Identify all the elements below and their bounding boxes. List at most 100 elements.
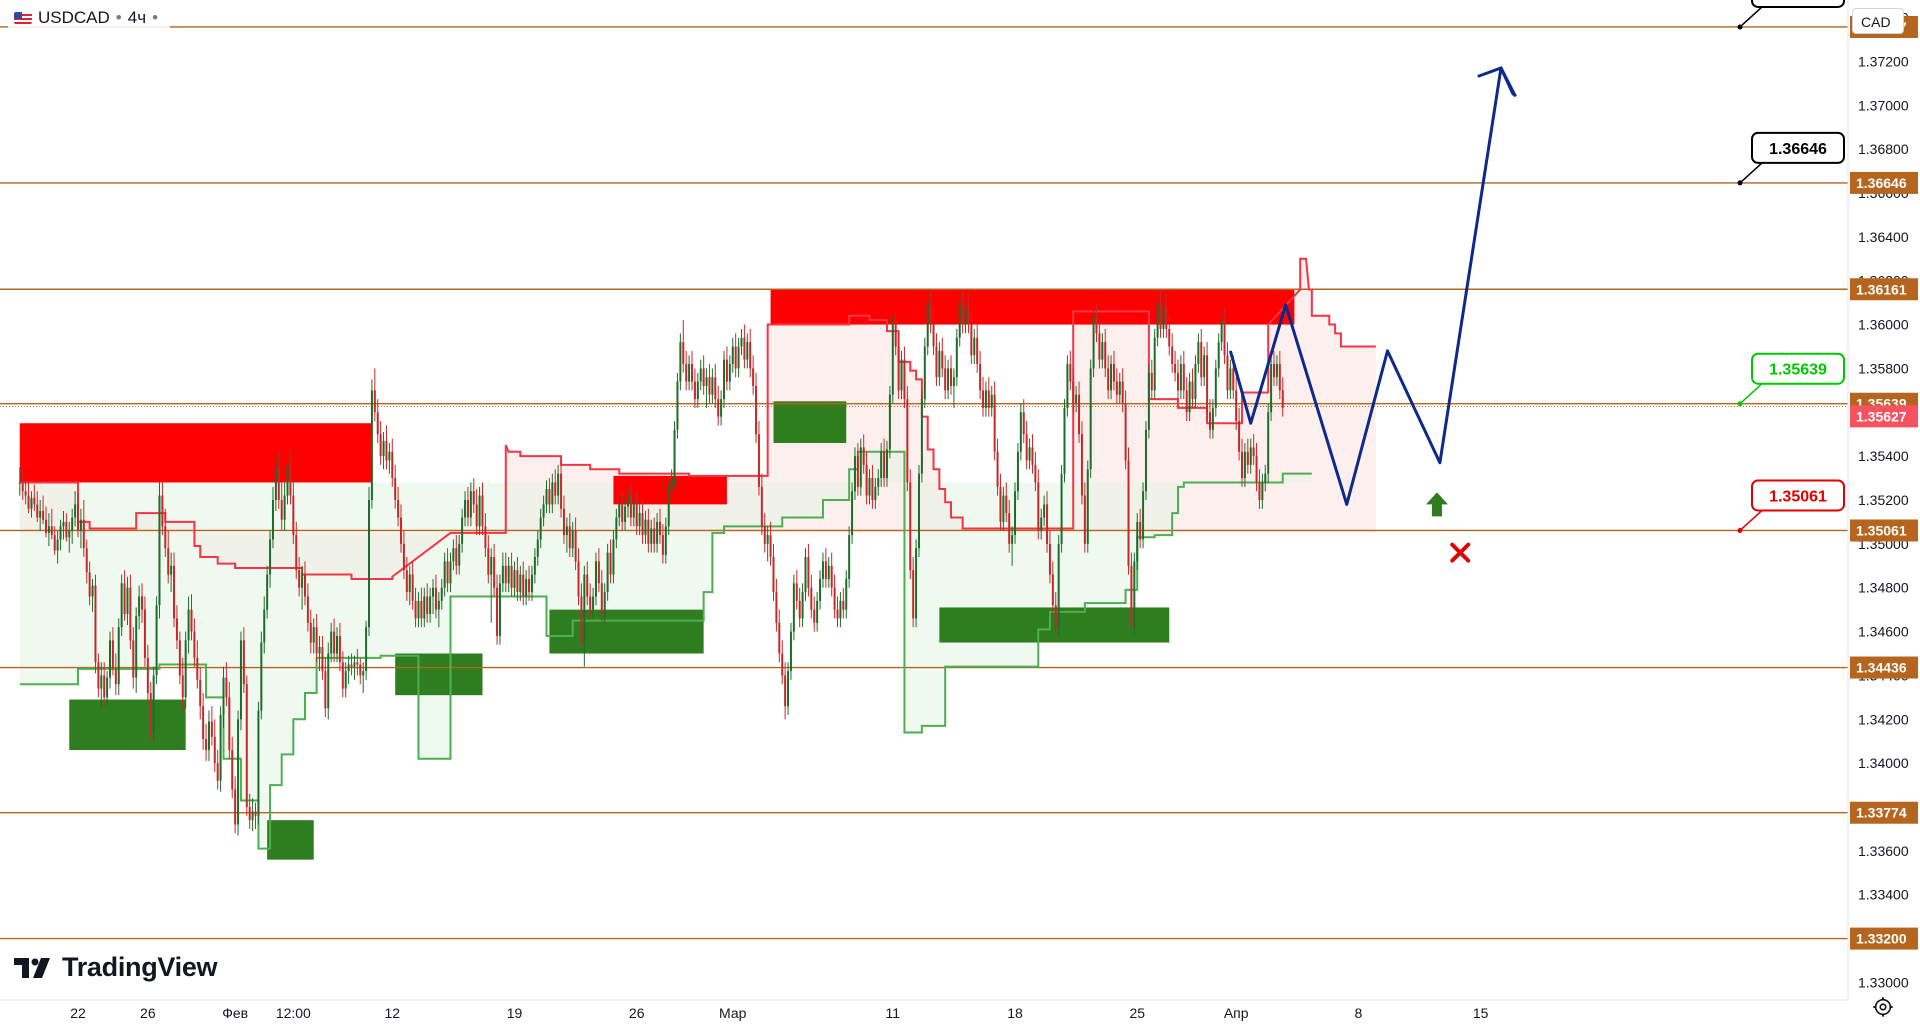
candle-body bbox=[181, 675, 184, 698]
symbol-name[interactable]: USDCAD bbox=[38, 8, 110, 27]
callout-anchor bbox=[1737, 180, 1743, 186]
candle bbox=[659, 508, 661, 544]
candle-body bbox=[1214, 368, 1217, 408]
candle-body bbox=[496, 587, 499, 636]
y-tick-label: 1.36800 bbox=[1858, 141, 1909, 157]
candle-body bbox=[1176, 372, 1179, 391]
candle bbox=[653, 517, 656, 553]
tradingview-logo[interactable]: TradingView bbox=[14, 952, 218, 983]
candle bbox=[685, 350, 688, 391]
candle bbox=[1075, 385, 1078, 413]
candle-body bbox=[877, 478, 880, 487]
candle-body bbox=[562, 508, 565, 536]
candle-body bbox=[292, 495, 295, 536]
candle bbox=[789, 622, 792, 680]
candle bbox=[164, 508, 167, 558]
candle bbox=[560, 460, 563, 518]
candle bbox=[769, 521, 772, 566]
candle bbox=[542, 495, 545, 527]
plot-area bbox=[0, 26, 1848, 940]
candle bbox=[635, 491, 638, 536]
candle bbox=[976, 324, 979, 373]
candle-body bbox=[1072, 381, 1075, 404]
candle-body bbox=[539, 517, 542, 540]
x-tick-label: Фев bbox=[222, 1005, 248, 1021]
candle-body bbox=[376, 412, 379, 435]
candle bbox=[27, 482, 30, 514]
candle-body bbox=[845, 578, 848, 610]
candle bbox=[938, 342, 941, 386]
candle bbox=[1171, 333, 1174, 373]
candle-body bbox=[813, 609, 816, 623]
y-tick-label: 1.34600 bbox=[1858, 624, 1909, 640]
candle-body bbox=[676, 381, 679, 430]
candle bbox=[1028, 438, 1031, 470]
candle bbox=[1270, 355, 1273, 422]
candle-body bbox=[146, 657, 149, 693]
candle bbox=[973, 328, 976, 365]
candle bbox=[248, 793, 251, 829]
candle bbox=[594, 552, 597, 606]
candle-body bbox=[295, 535, 298, 571]
candle bbox=[554, 469, 557, 505]
gear-icon[interactable] bbox=[1872, 996, 1894, 1018]
candle bbox=[990, 385, 993, 417]
candle-body bbox=[481, 495, 484, 527]
y-tick-label: 1.37000 bbox=[1858, 97, 1909, 113]
candle bbox=[132, 627, 135, 689]
candle-body bbox=[795, 583, 798, 601]
candle-body bbox=[929, 302, 932, 325]
candle bbox=[335, 627, 338, 663]
candle-body bbox=[109, 640, 112, 678]
candle-body bbox=[338, 635, 341, 663]
timeframe-label[interactable]: 4ч bbox=[127, 8, 147, 27]
candle bbox=[1241, 438, 1243, 487]
y-tick-label: 1.36400 bbox=[1858, 229, 1909, 245]
candle bbox=[298, 557, 301, 597]
candle bbox=[242, 627, 245, 693]
candle bbox=[723, 350, 726, 408]
candle bbox=[880, 442, 883, 487]
candle bbox=[885, 440, 888, 487]
candle-body bbox=[257, 710, 260, 816]
candle-body bbox=[903, 359, 906, 400]
candle-body bbox=[1089, 368, 1092, 470]
symbol-header[interactable]: USDCAD • 4ч • bbox=[8, 6, 171, 30]
candle bbox=[161, 480, 164, 536]
candle-body bbox=[711, 377, 714, 395]
candle bbox=[458, 535, 461, 575]
callout-box bbox=[1751, 0, 1845, 8]
candle-body bbox=[30, 497, 33, 509]
currency-selector[interactable]: CAD bbox=[1852, 8, 1904, 34]
candle bbox=[373, 368, 376, 422]
candle bbox=[426, 583, 429, 623]
candle bbox=[1261, 473, 1264, 509]
candle-body bbox=[1115, 381, 1118, 395]
candle bbox=[1092, 307, 1095, 378]
candle bbox=[1025, 421, 1028, 470]
candle bbox=[964, 298, 967, 334]
level-price-label: 1.36646 bbox=[1850, 171, 1918, 194]
candle-body bbox=[528, 578, 531, 593]
candle-body bbox=[452, 548, 455, 562]
candle bbox=[181, 657, 184, 711]
candle bbox=[1159, 289, 1162, 338]
candle bbox=[737, 337, 740, 378]
candle bbox=[728, 355, 731, 391]
candle bbox=[1264, 464, 1267, 492]
candle-body bbox=[1107, 368, 1110, 391]
candle bbox=[286, 456, 289, 505]
candle-body bbox=[18, 482, 21, 484]
candle bbox=[525, 570, 528, 606]
candle bbox=[580, 583, 583, 654]
candle-body bbox=[1034, 464, 1037, 483]
candle-body bbox=[365, 627, 368, 672]
candle bbox=[877, 469, 880, 496]
us-flag-icon bbox=[14, 12, 32, 24]
candle bbox=[929, 289, 932, 334]
candle bbox=[266, 565, 269, 619]
candle bbox=[996, 438, 999, 496]
candle-body bbox=[624, 506, 627, 522]
